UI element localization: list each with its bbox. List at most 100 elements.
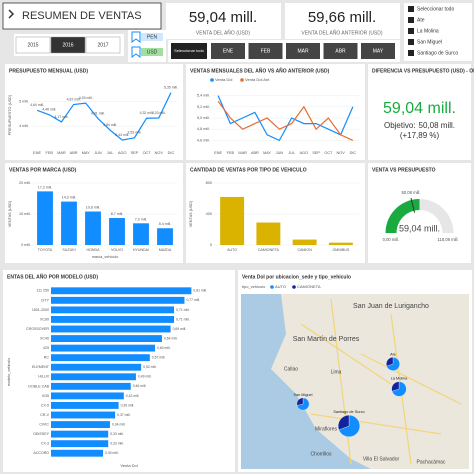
bubble-slice	[386, 357, 394, 367]
panel	[186, 64, 365, 160]
y-tick-label: CITY	[41, 298, 50, 302]
bubble-label: San Miguel	[294, 393, 313, 397]
checkbox[interactable]	[408, 17, 414, 23]
place-name: Pachacámac	[417, 459, 446, 465]
month-button[interactable]	[211, 43, 245, 59]
bar	[51, 287, 192, 295]
panel	[186, 163, 365, 263]
data-label: 0,34 mill.	[112, 422, 126, 426]
x-tick-label: CAMION	[297, 248, 312, 252]
data-label: 4,32 mill.	[140, 111, 154, 115]
card	[285, 3, 400, 39]
x-tick-label: MAR	[57, 151, 66, 155]
data-label: 0,81 mill.	[193, 289, 207, 293]
gauge-max: 118,08 mill.	[437, 237, 458, 242]
place-name: Lima	[331, 369, 342, 375]
panel-title: ENTAS DEL AÑO POR MODELO (USD)	[7, 273, 98, 280]
location-label: Santiago de Surco	[417, 50, 458, 56]
goal-value: 50,08 mill.	[419, 121, 455, 130]
year-label: 2015	[27, 42, 38, 48]
y-tick-label: RC	[44, 356, 50, 360]
bar	[51, 335, 162, 342]
bar	[51, 402, 119, 409]
bookmark-icon	[131, 31, 141, 43]
data-label: 4,31 mill.	[91, 111, 105, 115]
year-label: 2017	[97, 42, 108, 48]
data-label: 0,49 mill.	[138, 375, 152, 379]
bubble-slice	[386, 357, 400, 371]
month-button[interactable]	[248, 43, 283, 59]
x-tick-label: NOV	[337, 151, 346, 155]
x-tick-label: SEP	[131, 151, 139, 155]
month-button[interactable]	[171, 43, 207, 59]
month-label: MAY	[373, 48, 384, 54]
x-tick-label: HYUNDAI	[133, 248, 149, 252]
bar	[51, 373, 136, 381]
y-axis-label: modelo_vehiculo	[7, 358, 11, 387]
y-tick-label: CROSSOVER	[26, 327, 49, 331]
y-tick-label: 20 mill.	[19, 181, 31, 185]
data-label: 0,30 mill.	[105, 451, 119, 455]
location-label: Seleccionar todo	[417, 6, 454, 12]
y-tick-label: CIVIC	[39, 423, 49, 427]
data-label: 0,33 mill.	[110, 432, 124, 436]
y-tick-label: XC40	[40, 337, 49, 341]
bar	[51, 421, 110, 428]
x-tick-label: OCT	[143, 151, 152, 155]
checkbox[interactable]	[408, 28, 414, 34]
year-button[interactable]	[85, 36, 121, 54]
data-label: 4,93 mill.	[79, 96, 93, 100]
currency-button[interactable]	[141, 48, 163, 56]
checkbox[interactable]	[408, 39, 414, 45]
panel-title: VENTA VS PRESUPUESTO	[372, 167, 436, 173]
bar	[51, 316, 175, 323]
place-name: Miraflores	[315, 426, 337, 432]
place-name: Chorrillos	[310, 451, 332, 457]
data-label: 0,33 mill.	[110, 442, 124, 446]
x-tick-label: FEB	[227, 151, 235, 155]
kpi-goal: Objetivo: 50,08 mill.	[384, 121, 455, 130]
x-axis-label: marca_vehiculo	[92, 255, 119, 259]
line	[217, 100, 354, 141]
x-tick-label: AGO	[118, 151, 126, 155]
data-label: 7,0 mill.	[135, 217, 147, 221]
data-label: 0,64 mill.	[164, 336, 178, 340]
checkbox[interactable]	[408, 50, 414, 56]
checkbox[interactable]	[408, 6, 414, 12]
data-label: 0,57 mill.	[152, 356, 166, 360]
bar	[51, 363, 142, 371]
legend-marker	[240, 78, 244, 82]
x-tick-label: FEB	[46, 151, 54, 155]
legend-label: Venta Dol Ant	[245, 77, 270, 82]
y-tick-label: ELEMENT	[32, 365, 50, 369]
currency-button[interactable]	[141, 33, 163, 41]
x-tick-label: ABR	[70, 151, 78, 155]
x-tick-label: JUN	[94, 151, 102, 155]
data-label: 0,77 mill.	[186, 298, 200, 302]
x-tick-label: VOLVO	[111, 248, 123, 252]
y-tick-label: HILUX	[38, 375, 49, 379]
year-label: 2016	[62, 42, 73, 48]
month-label: ENE	[223, 48, 234, 54]
y-tick-label: ODISSEY	[33, 432, 50, 436]
data-label: 3,53 mill.	[127, 131, 141, 135]
year-button[interactable]	[15, 36, 51, 54]
bubble-slice	[391, 381, 400, 392]
month-button[interactable]	[286, 43, 320, 59]
data-label: 3,84 mill.	[103, 123, 117, 127]
x-tick-label: SEP	[312, 151, 320, 155]
y-tick-label: 800	[206, 181, 212, 185]
x-tick-label: HONDA	[87, 248, 101, 252]
x-tick-label: MAY	[263, 151, 271, 155]
y-tick-label: DOBLE CAB	[28, 384, 49, 388]
year-button[interactable]	[50, 36, 86, 54]
y-tick-label: 400	[206, 212, 212, 216]
y-tick-label: 1501-2000	[32, 308, 49, 312]
data-label: 14,0 mill.	[62, 196, 76, 200]
month-button[interactable]	[323, 43, 358, 59]
place-name: Callao	[284, 366, 298, 372]
x-tick-label: ENE	[214, 151, 222, 155]
map-road	[300, 323, 392, 385]
month-button[interactable]	[361, 43, 395, 59]
